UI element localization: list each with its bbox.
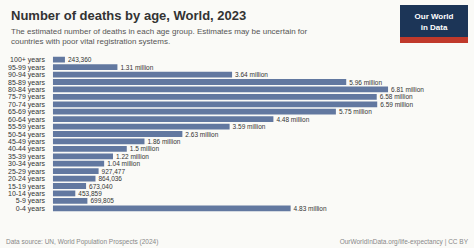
svg-text:6.59 million: 6.59 million (380, 101, 413, 108)
svg-text:10-14 years: 10-14 years (8, 190, 45, 198)
svg-text:50-54 years: 50-54 years (8, 131, 45, 139)
svg-text:15-19 years: 15-19 years (8, 183, 45, 191)
svg-text:1.31 million: 1.31 million (120, 64, 153, 71)
svg-text:The estimated number of deaths: The estimated number of deaths in each a… (11, 27, 308, 36)
svg-text:864,036: 864,036 (98, 175, 122, 182)
svg-text:55-59 years: 55-59 years (8, 123, 45, 131)
svg-text:6.58 million: 6.58 million (380, 93, 413, 100)
svg-text:95-99 years: 95-99 years (8, 64, 45, 72)
svg-text:90-94 years: 90-94 years (8, 71, 45, 79)
svg-text:3.64 million: 3.64 million (235, 71, 268, 78)
svg-text:countries with poor vital regi: countries with poor vital registration s… (11, 37, 170, 46)
svg-text:243,360: 243,360 (68, 56, 92, 63)
svg-text:70-74 years: 70-74 years (8, 101, 45, 109)
svg-text:0-4 years: 0-4 years (16, 205, 46, 213)
svg-text:453,859: 453,859 (78, 190, 102, 197)
svg-text:2.63 million: 2.63 million (185, 131, 218, 138)
svg-text:80-84 years: 80-84 years (8, 86, 45, 94)
svg-text:6.81 million: 6.81 million (391, 86, 424, 93)
svg-text:35-39 years: 35-39 years (8, 153, 45, 161)
svg-text:3.59 million: 3.59 million (233, 123, 266, 130)
svg-text:65-69 years: 65-69 years (8, 108, 45, 116)
svg-text:Data source: UN, World Populat: Data source: UN, World Population Prospe… (6, 238, 158, 246)
svg-text:75-79 years: 75-79 years (8, 93, 45, 101)
svg-text:927,477: 927,477 (102, 168, 126, 175)
svg-text:5.96 million: 5.96 million (349, 79, 382, 86)
svg-text:100+ years: 100+ years (10, 56, 45, 64)
svg-text:1.22 million: 1.22 million (116, 153, 149, 160)
svg-text:Our World: Our World (415, 12, 454, 21)
svg-text:699,805: 699,805 (90, 197, 114, 204)
svg-text:4.83 million: 4.83 million (294, 205, 327, 212)
svg-text:60-64 years: 60-64 years (8, 116, 45, 124)
svg-text:40-44 years: 40-44 years (8, 145, 45, 153)
svg-text:in Data: in Data (421, 23, 448, 32)
svg-text:5.75 million: 5.75 million (339, 108, 372, 115)
svg-text:Number of deaths by age, World: Number of deaths by age, World, 2023 (11, 8, 246, 23)
svg-text:85-89 years: 85-89 years (8, 79, 45, 87)
svg-text:20-24 years: 20-24 years (8, 175, 45, 183)
svg-text:25-29 years: 25-29 years (8, 168, 45, 176)
svg-text:1.5 million: 1.5 million (130, 145, 160, 152)
svg-text:4.48 million: 4.48 million (276, 116, 309, 123)
svg-text:5-9 years: 5-9 years (16, 197, 46, 205)
svg-text:1.86 million: 1.86 million (147, 138, 180, 145)
svg-text:30-34 years: 30-34 years (8, 160, 45, 168)
svg-text:OurWorldInData.org/life-expect: OurWorldInData.org/life-expectancy | CC … (340, 238, 469, 246)
svg-text:1.04 million: 1.04 million (107, 160, 140, 167)
svg-text:673,040: 673,040 (89, 183, 113, 190)
svg-text:45-49 years: 45-49 years (8, 138, 45, 146)
